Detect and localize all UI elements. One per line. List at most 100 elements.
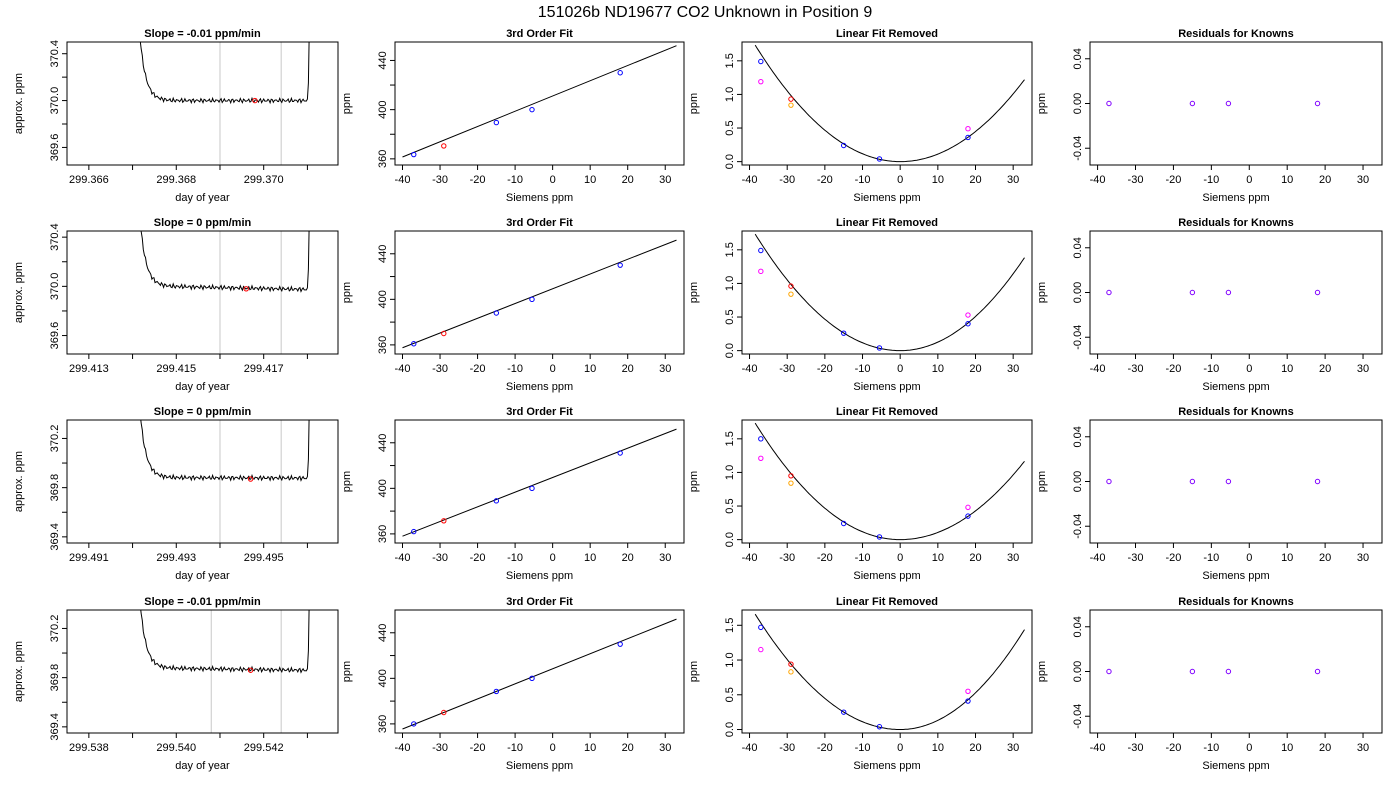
unknown-point [441,143,447,149]
y-tick-label: 0.5 [724,687,736,702]
x-tick-label: 10 [1281,174,1293,186]
y-tick-label: 369.8 [49,664,61,692]
x-tick-label: -40 [1090,174,1106,186]
y-axis-label: ppm [1036,471,1048,492]
panel-r1-c2: 3rd Order Fit Siemens ppm ppm -40 -30 -20 -10 0… [341,28,685,204]
x-tick-label: 299.415 [156,363,196,375]
x-tick-label: 20 [622,174,634,186]
x-tick-label: 30 [659,363,671,375]
panel-frame [66,419,339,544]
y-tick-label: -0.04 [1072,325,1084,350]
x-tick-label: -10 [855,174,871,186]
panel-title: Slope = 0 ppm/min [154,406,252,418]
y-tick-label: 440 [377,624,389,642]
panel-r2-c3: Linear Fit Removed Siemens ppm ppm -40 -30 -2… [688,217,1033,393]
figure-title: 151026b ND19677 CO2 Unknown in Position … [538,4,873,21]
panel-r4-c2: 3rd Order Fit Siemens ppm ppm -40 -30 -20 -10 0… [341,596,685,772]
x-tick-label: -30 [779,363,795,375]
panel-frame [1089,41,1383,166]
known-point [840,330,847,336]
panel-title: 3rd Order Fit [506,406,573,418]
residual-point [1225,478,1232,485]
mean-point [247,667,254,673]
unknown-point [441,518,447,524]
known-point [965,513,971,519]
concentration-trace [140,231,310,293]
x-tick-label: 20 [969,552,981,564]
known-point [529,296,535,303]
residual-point [1314,668,1321,675]
x-tick-label: -10 [507,552,523,564]
raw-point [788,291,794,297]
x-tick-label: -10 [1203,742,1219,754]
known-point [965,134,971,141]
y-tick-label: 369.6 [49,134,61,162]
x-tick-label: 20 [969,363,981,375]
panel-title: Slope = -0.01 ppm/min [144,596,261,608]
known-point [758,436,764,442]
x-tick-label: -20 [817,174,833,186]
x-tick-label: -40 [1090,363,1106,375]
y-tick-label: 370.0 [49,273,61,301]
x-tick-label: -10 [1203,363,1219,375]
y-tick-label: 0.0 [724,343,736,358]
y-tick-label: 0.0 [724,722,736,737]
panel-title: Slope = -0.01 ppm/min [144,28,261,40]
x-tick-label: -30 [432,363,448,375]
residual-point [1314,100,1321,107]
y-axis-label: ppm [688,282,700,303]
x-axis-label: Siemens ppm [853,381,920,393]
y-axis-label: ppm [341,471,353,492]
residual-point [1314,289,1321,296]
residual-point [1189,478,1196,485]
panel-title: 3rd Order Fit [506,596,573,608]
x-tick-label: 10 [584,363,596,375]
y-tick-label: 440 [377,245,389,263]
x-tick-label: 299.493 [156,552,196,564]
x-axis-label: Siemens ppm [1202,381,1269,393]
x-tick-label: 299.540 [156,742,196,754]
y-tick-label: 370.2 [49,425,61,453]
x-tick-label: -10 [507,174,523,186]
x-tick-label: 20 [969,742,981,754]
y-tick-label: 360 [377,336,389,354]
x-tick-label: 20 [622,742,634,754]
panel-title: Residuals for Knowns [1178,596,1294,608]
panel-title: Linear Fit Removed [836,596,938,608]
x-axis-label: Siemens ppm [506,192,573,204]
y-tick-label: 1.5 [724,53,736,68]
y-tick-label: 1.5 [724,618,736,633]
x-axis-label: Siemens ppm [506,760,573,772]
known-point [493,310,500,316]
y-tick-label: 400 [377,290,389,308]
plot-area [1106,668,1321,675]
x-tick-label: -20 [1165,174,1181,186]
x-tick-label: 0 [550,552,556,564]
unknown-point [788,283,794,289]
raw-point [758,646,764,653]
plot-area [402,428,677,537]
concentration-trace [140,610,310,674]
panel-frame [394,41,685,166]
y-tick-label: 369.6 [49,322,61,350]
y-tick-label: 440 [377,51,389,69]
y-tick-label: -0.04 [1072,136,1084,161]
y-tick-label: 1.5 [724,431,736,446]
panel-frame [741,419,1033,544]
plot-area [402,618,677,730]
x-axis-label: Siemens ppm [506,570,573,582]
y-tick-label: 0.0 [724,532,736,547]
x-axis-label: day of year [175,192,230,204]
panel-title: Residuals for Knowns [1178,406,1294,418]
known-point [840,520,847,527]
x-tick-label: 20 [969,174,981,186]
y-axis-label: ppm [1036,661,1048,682]
raw-point [965,312,971,318]
x-tick-label: -20 [1165,363,1181,375]
residual-point [1106,289,1112,296]
x-tick-label: -20 [817,742,833,754]
mean-point [252,97,258,104]
x-tick-label: 30 [1007,742,1019,754]
fit-curve [754,613,1025,730]
x-tick-label: -40 [395,742,411,754]
